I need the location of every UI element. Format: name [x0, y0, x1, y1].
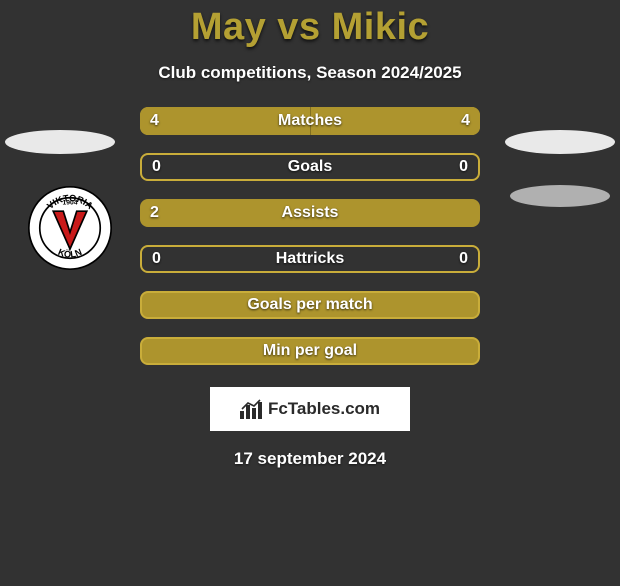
stat-value-right: 0: [449, 155, 478, 179]
stat-row: 0 0 Goals: [140, 153, 480, 181]
club-left-badge: VIKTORIA KÖLN 1904: [28, 186, 112, 270]
club-right-badge-placeholder: [510, 185, 610, 207]
viktoria-koln-badge-icon: VIKTORIA KÖLN 1904: [28, 186, 112, 270]
stat-label: Assists: [282, 204, 339, 222]
fctables-branding: FcTables.com: [210, 387, 410, 431]
date-label: 17 september 2024: [0, 449, 620, 469]
stat-label: Hattricks: [276, 250, 344, 268]
stat-value-left: 2: [140, 199, 169, 227]
stat-value-left: 4: [140, 107, 169, 135]
stat-label: Min per goal: [263, 342, 357, 360]
stat-row: Min per goal: [140, 337, 480, 365]
fctables-logo-icon: [240, 399, 262, 419]
fctables-label: FcTables.com: [268, 399, 380, 419]
stat-label: Goals: [288, 158, 332, 176]
svg-text:1904: 1904: [63, 199, 78, 206]
stat-value-right: 4: [451, 107, 480, 135]
stat-label: Matches: [278, 112, 342, 130]
stat-label: Goals per match: [247, 296, 372, 314]
stat-value-right: 0: [449, 247, 478, 271]
stat-row: 2 Assists: [140, 199, 480, 227]
stat-row: 0 0 Hattricks: [140, 245, 480, 273]
player-left-avatar-placeholder: [5, 130, 115, 154]
page-title: May vs Mikic: [0, 6, 620, 49]
subtitle: Club competitions, Season 2024/2025: [0, 63, 620, 83]
stat-value-left: 0: [142, 155, 171, 179]
player-right-avatar-placeholder: [505, 130, 615, 154]
stat-row: 4 4 Matches: [140, 107, 480, 135]
stat-row: Goals per match: [140, 291, 480, 319]
stat-value-left: 0: [142, 247, 171, 271]
